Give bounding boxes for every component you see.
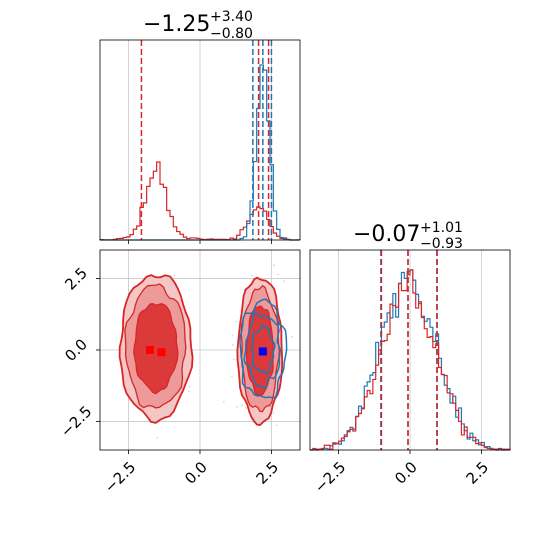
title-param1-plus: +3.40 xyxy=(210,9,253,25)
x-tick-label: 2.5 xyxy=(463,458,493,488)
scatter-point xyxy=(235,320,237,323)
title-param2-plus: +1.01 xyxy=(420,220,463,236)
title-param2-minus: −0.93 xyxy=(420,236,463,252)
scatter-point xyxy=(188,386,191,388)
title-param1: −1.25 +3.40 −0.80 xyxy=(143,9,253,42)
scatter-point xyxy=(283,280,285,282)
scatter-point xyxy=(232,344,234,346)
hist1-frame xyxy=(99,39,301,241)
scatter-point xyxy=(188,390,190,393)
hist2-grid xyxy=(338,250,482,454)
scatter-point xyxy=(275,424,278,427)
scatter-point xyxy=(250,274,253,277)
x-tick-label: 2.5 xyxy=(253,458,283,488)
scatter-point xyxy=(245,407,247,409)
x-tick-label: −2.5 xyxy=(311,458,349,496)
joint-density-panel xyxy=(96,249,301,454)
title-param2-value: −0.07 xyxy=(353,222,420,247)
scatter-point xyxy=(231,334,234,337)
title-param2: −0.07 +1.01 −0.93 xyxy=(353,220,463,252)
hist2-frame xyxy=(309,249,511,451)
scatter-point xyxy=(272,412,275,414)
scatter-point xyxy=(223,401,225,403)
scatter-point xyxy=(133,283,136,286)
contour-blue-level xyxy=(250,324,276,375)
scatter-point xyxy=(156,437,159,439)
contour-red-level xyxy=(133,303,179,395)
scatter-point xyxy=(277,273,280,276)
x-tick-label: −2.5 xyxy=(101,458,139,496)
scatter-point xyxy=(173,274,176,277)
joint-frame xyxy=(99,249,301,451)
contour-blue-level xyxy=(243,311,281,390)
scatter-point xyxy=(291,335,294,338)
y-tick-label: −2.5 xyxy=(57,402,95,440)
histogram-param1-panel xyxy=(99,39,301,244)
y-tick-label: 2.5 xyxy=(61,264,91,294)
scatter-point xyxy=(243,289,245,291)
title-param1-value: −1.25 xyxy=(143,12,210,37)
marker-red xyxy=(157,348,166,357)
scatter-point xyxy=(232,358,235,361)
scatter-point xyxy=(231,375,233,378)
histogram-param2-panel xyxy=(309,249,511,454)
x-tick-labels-param2: −2.5 0.0 2.5 xyxy=(311,458,492,496)
contour-blue-level xyxy=(239,298,288,399)
scatter-point xyxy=(272,264,275,267)
histogram-param2-blue xyxy=(310,269,510,451)
x-tick-label: 0.0 xyxy=(391,458,421,488)
scatter-point xyxy=(241,404,244,406)
marker-red xyxy=(146,346,154,354)
histogram-param1-red xyxy=(99,161,301,241)
title-param1-minus: −0.80 xyxy=(210,26,253,42)
scatter-point xyxy=(236,406,238,408)
x-tick-label: 0.0 xyxy=(181,458,211,488)
histogram-param2-red xyxy=(310,269,511,451)
y-tick-label: 0.0 xyxy=(61,335,91,365)
x-tick-labels-joint: −2.5 0.0 2.5 xyxy=(101,458,282,496)
y-tick-labels-joint: −2.5 0.0 2.5 xyxy=(57,264,95,441)
marker-blue xyxy=(258,347,267,356)
